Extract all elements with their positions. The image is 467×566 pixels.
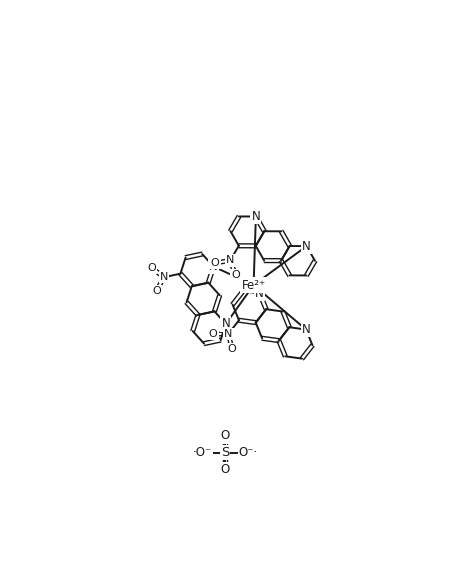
Text: O: O (227, 344, 236, 354)
Text: O: O (152, 286, 161, 296)
Text: N: N (255, 287, 264, 300)
Text: N: N (221, 318, 230, 331)
Text: O: O (220, 430, 230, 443)
Text: O: O (147, 263, 156, 273)
Text: O: O (231, 270, 240, 280)
Text: N: N (160, 272, 168, 282)
Text: N: N (209, 260, 218, 273)
Text: O: O (209, 329, 218, 339)
Text: N: N (302, 323, 311, 336)
Text: S: S (221, 447, 229, 460)
Text: N: N (252, 210, 260, 223)
Text: ·O⁻: ·O⁻ (192, 447, 212, 460)
Text: N: N (302, 239, 311, 252)
Text: Fe²⁺: Fe²⁺ (241, 278, 266, 291)
Text: N: N (226, 255, 234, 265)
Text: O⁻·: O⁻· (239, 447, 258, 460)
Text: O: O (220, 464, 230, 477)
Text: S: S (221, 447, 229, 460)
Text: N: N (224, 329, 233, 338)
Text: O: O (211, 258, 219, 268)
